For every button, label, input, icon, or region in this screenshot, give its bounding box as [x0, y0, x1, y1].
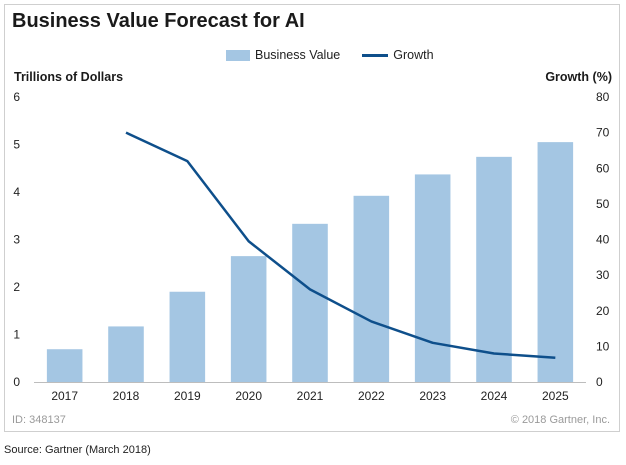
y-tick-label: 6 — [13, 90, 20, 104]
y2-tick-label: 30 — [596, 268, 610, 282]
y2-tick-label: 20 — [596, 304, 610, 318]
bar — [353, 195, 390, 382]
bar — [230, 256, 267, 382]
bar — [476, 156, 512, 382]
y2-tick-label: 0 — [596, 375, 603, 389]
legend-item-business-value: Business Value — [226, 48, 340, 62]
y-axis-label-right: Growth (%) — [545, 70, 612, 84]
x-tick-label: 2024 — [481, 389, 508, 403]
x-tick-label: 2025 — [542, 389, 569, 403]
x-tick-label: 2017 — [51, 389, 78, 403]
y2-tick-label: 70 — [596, 126, 610, 140]
legend-item-growth: Growth — [362, 48, 434, 62]
growth-line — [125, 131, 556, 360]
y2-tick-label: 80 — [596, 90, 610, 104]
y2-tick-label: 40 — [596, 233, 610, 247]
y-axis-label-left: Trillions of Dollars — [14, 70, 124, 84]
y-tick-label: 3 — [13, 233, 20, 247]
bar — [537, 142, 574, 382]
y-tick-label: 5 — [13, 138, 20, 152]
legend-swatch-bar — [226, 49, 250, 61]
legend-label-growth: Growth — [393, 48, 434, 62]
x-tick-label: 2020 — [235, 389, 262, 403]
bar — [414, 174, 451, 382]
chart-id: ID: 348137 — [12, 414, 66, 426]
source-note: Source: Gartner (March 2018) — [4, 444, 151, 456]
x-tick-label: 2023 — [419, 389, 446, 403]
y-tick-label: 2 — [13, 280, 20, 294]
x-tick-label: 2022 — [358, 389, 385, 403]
x-tick-label: 2018 — [113, 389, 140, 403]
bar — [292, 223, 328, 382]
legend-label-business-value: Business Value — [255, 48, 341, 62]
y-tick-label: 0 — [13, 375, 20, 389]
copyright: © 2018 Gartner, Inc. — [510, 414, 610, 426]
y2-tick-label: 60 — [596, 161, 610, 175]
y-tick-label: 4 — [13, 185, 20, 199]
chart-title: Business Value Forecast for AI — [12, 10, 305, 32]
x-tick-label: 2021 — [297, 389, 324, 403]
x-tick-label: 2019 — [174, 389, 201, 403]
bar — [46, 349, 83, 382]
y2-tick-label: 50 — [596, 197, 610, 211]
bar — [108, 326, 144, 382]
legend-swatch-line — [362, 53, 389, 57]
y-tick-label: 1 — [13, 328, 20, 342]
y2-tick-label: 10 — [596, 339, 610, 353]
bar — [169, 291, 206, 382]
legend: Business Value Growth — [226, 48, 456, 62]
